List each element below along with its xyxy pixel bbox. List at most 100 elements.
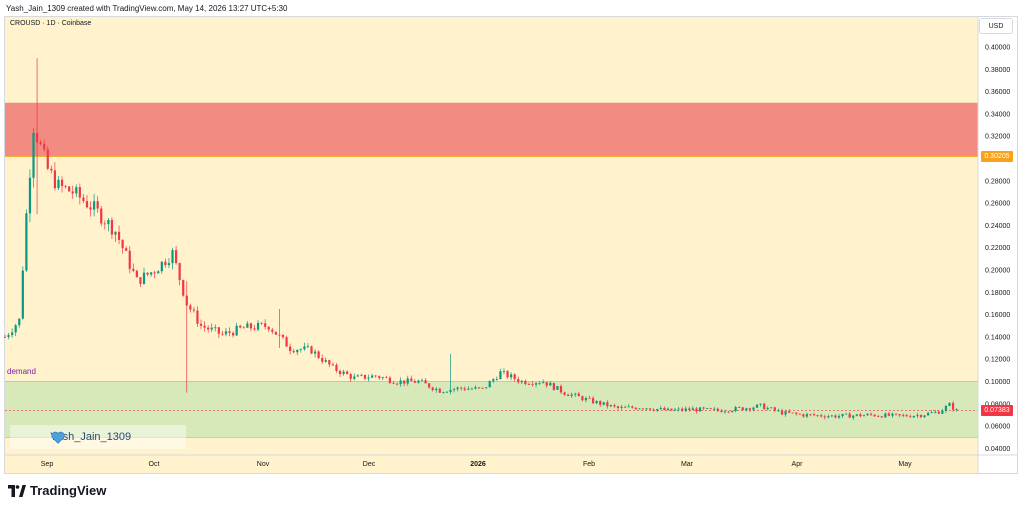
- candle-body: [702, 407, 705, 409]
- candle-body: [157, 271, 160, 274]
- heart-icon: [51, 431, 65, 444]
- candle-body: [902, 415, 905, 416]
- candle-body: [103, 223, 106, 225]
- candle-body: [584, 397, 588, 401]
- candle-body: [549, 382, 552, 386]
- candle-body: [823, 416, 826, 418]
- candle-body: [574, 393, 577, 395]
- candle-body: [289, 346, 292, 352]
- candle-body: [324, 360, 327, 362]
- candle-body: [492, 379, 495, 382]
- symbol-info: CROUSD · 1D · Coinbase: [10, 20, 92, 27]
- candle-body: [538, 383, 541, 384]
- candle-body: [217, 327, 220, 334]
- candle-body: [869, 413, 873, 415]
- candle-body: [435, 388, 438, 391]
- candle-body: [428, 383, 431, 388]
- candle-body: [784, 411, 787, 415]
- candle-body: [919, 415, 923, 418]
- x-axis: Sep Oct Nov Dec 2026 Feb Mar Apr May: [41, 461, 912, 468]
- candle-body: [256, 322, 260, 330]
- candle-body: [606, 402, 609, 407]
- candle-body: [381, 377, 384, 379]
- candle-body: [616, 406, 620, 408]
- candle-body: [631, 406, 634, 408]
- price-tag: 0.07383: [981, 405, 1013, 417]
- candle-body: [57, 179, 60, 189]
- candle-body: [934, 411, 937, 413]
- candle-body: [859, 414, 862, 417]
- tradingview-brand[interactable]: TradingView: [8, 483, 106, 498]
- candle-body: [303, 346, 306, 350]
- candle-body: [545, 382, 548, 386]
- candle-body: [866, 413, 869, 416]
- candle-body: [709, 408, 712, 409]
- candle-body: [96, 201, 99, 209]
- candle-body: [734, 407, 737, 411]
- candle-body: [780, 410, 784, 415]
- candle-body: [841, 413, 844, 417]
- candle-body: [110, 219, 114, 235]
- currency-button[interactable]: USD: [979, 18, 1013, 34]
- candle-body: [35, 132, 39, 143]
- candle-body: [577, 393, 580, 397]
- candle-body: [125, 248, 128, 251]
- tradingview-logo-icon: [8, 484, 26, 497]
- candle-body: [820, 415, 823, 417]
- candle-body: [488, 381, 491, 388]
- x-tick-label: Mar: [681, 461, 694, 468]
- candle-body: [239, 325, 242, 328]
- candle-body: [203, 325, 206, 328]
- candle-body: [431, 387, 434, 391]
- candle-body: [313, 351, 317, 354]
- candle-body: [114, 231, 117, 235]
- candle-body: [627, 406, 630, 408]
- candle-body: [713, 408, 716, 410]
- candle-body: [353, 376, 356, 379]
- candle-body: [620, 406, 623, 408]
- candle-body: [146, 272, 149, 275]
- candle-body: [677, 408, 680, 410]
- candle-body: [738, 407, 741, 408]
- candle-body: [417, 380, 420, 383]
- candle-body: [652, 409, 655, 411]
- candle-body: [891, 413, 894, 416]
- y-tick-label: 0.20000: [985, 268, 1010, 275]
- y-tick-label: 0.06000: [985, 424, 1010, 431]
- candle-body: [178, 263, 181, 281]
- candle-body: [278, 334, 281, 336]
- candle-body: [321, 357, 324, 362]
- candle-body: [941, 410, 944, 414]
- candle-body: [467, 388, 470, 390]
- candle-body: [745, 408, 748, 411]
- candle-body: [413, 381, 416, 383]
- candle-body: [834, 415, 837, 418]
- candle-body: [385, 377, 388, 379]
- candle-body: [845, 413, 848, 415]
- candle-body: [371, 375, 374, 378]
- candle-body: [634, 407, 637, 410]
- candle-body: [581, 396, 584, 401]
- candle-body: [567, 394, 570, 397]
- candle-body: [641, 408, 645, 410]
- candle-body: [884, 413, 887, 418]
- candle-body: [898, 414, 901, 416]
- candle-body: [905, 415, 908, 417]
- candle-body: [18, 318, 21, 326]
- candle-body: [659, 407, 662, 410]
- candle-body: [723, 411, 727, 413]
- candle-body: [502, 370, 506, 372]
- candle-body: [691, 408, 694, 411]
- candle-body: [246, 323, 249, 328]
- candle-body: [602, 402, 605, 405]
- y-tick-label: 0.36000: [985, 89, 1010, 96]
- candle-body: [951, 403, 955, 410]
- candle-body: [613, 405, 616, 407]
- y-tick-label: 0.14000: [985, 334, 1010, 341]
- candle-body: [310, 346, 313, 354]
- x-tick-label: Oct: [149, 461, 160, 468]
- supply-zone: [5, 102, 978, 157]
- candle-body: [766, 407, 769, 410]
- candle-body: [513, 374, 516, 380]
